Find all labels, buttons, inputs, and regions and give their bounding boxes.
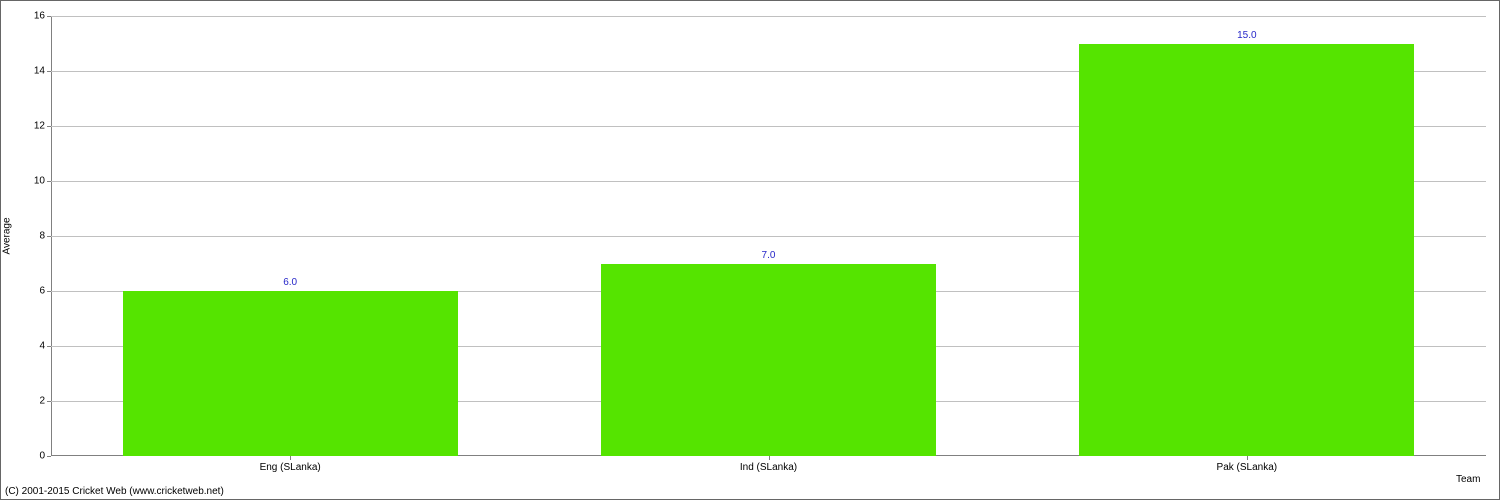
x-tick-label: Ind (SLanka) <box>740 462 797 473</box>
y-tick-label: 14 <box>34 66 45 77</box>
x-axis-label: Team <box>1456 474 1480 485</box>
y-axis: Average 0246810121416 <box>1 16 51 456</box>
y-tick-label: 2 <box>39 396 45 407</box>
y-tick-mark <box>47 456 51 457</box>
bar-chart: Average 0 2 4 6 8 10 12 14 16 6.0 7.0 15.0 Team (C… <box>0 0 1500 500</box>
bar-value-label: 7.0 <box>601 250 936 261</box>
y-tick-label: 16 <box>34 11 45 22</box>
x-tick-label: Pak (SLanka) <box>1217 462 1278 473</box>
x-tick-label: Eng (SLanka) <box>260 462 321 473</box>
x-tick-mark <box>1247 456 1248 460</box>
bar: 6.0 <box>123 291 458 456</box>
bar-value-label: 6.0 <box>123 277 458 288</box>
y-tick-label: 0 <box>39 451 45 462</box>
bar-value-label: 15.0 <box>1079 30 1414 41</box>
y-tick-label: 6 <box>39 286 45 297</box>
y-tick-label: 12 <box>34 121 45 132</box>
x-tick-mark <box>769 456 770 460</box>
y-tick-label: 8 <box>39 231 45 242</box>
copyright-text: (C) 2001-2015 Cricket Web (www.cricketwe… <box>5 486 224 497</box>
plot-area: 6.0 7.0 15.0 <box>51 16 1486 456</box>
x-tick-mark <box>290 456 291 460</box>
bar: 7.0 <box>601 264 936 457</box>
y-tick-label: 4 <box>39 341 45 352</box>
bar: 15.0 <box>1079 44 1414 457</box>
y-axis-label: Average <box>2 217 13 254</box>
gridline <box>51 16 1486 17</box>
y-tick-label: 10 <box>34 176 45 187</box>
